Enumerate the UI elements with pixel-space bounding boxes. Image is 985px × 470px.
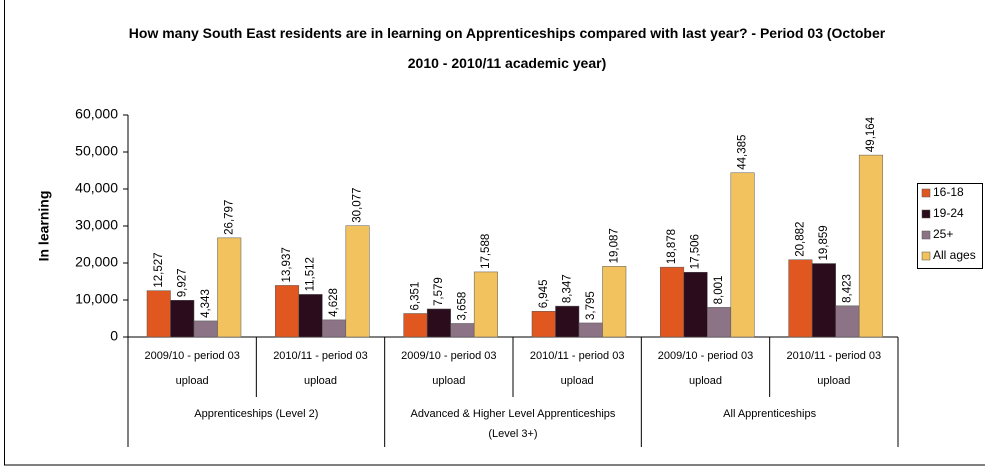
bar [217, 237, 242, 338]
y-tick-label: 40,000 [75, 180, 118, 196]
bar [531, 311, 556, 338]
legend-swatch [921, 251, 931, 261]
legend-swatch [921, 230, 931, 240]
bar [426, 308, 451, 338]
value-label: 6,945 [538, 280, 550, 309]
y-tick-label: 60,000 [75, 106, 118, 122]
bar [788, 259, 813, 338]
chart-title: How many South East residents are in lea… [128, 25, 886, 71]
bar [275, 285, 300, 338]
value-label: 30,077 [352, 188, 364, 223]
value-label: 3,795 [585, 291, 597, 320]
value-label: 20,882 [794, 222, 806, 257]
value-label: 12,527 [153, 252, 165, 287]
legend-label: 19-24 [933, 206, 964, 220]
bar [473, 271, 498, 338]
value-label: 13,937 [281, 247, 293, 282]
value-label: 8,347 [561, 274, 573, 303]
bar [858, 154, 883, 338]
x-tick-label: 2009/10 - period 03 upload [657, 350, 754, 387]
bar [450, 323, 475, 338]
y-axis-title: In learning [36, 191, 52, 262]
y-tick-label: 30,000 [75, 217, 118, 233]
value-label: 6,351 [409, 282, 421, 311]
value-label: 11,512 [305, 257, 317, 291]
y-tick-label: 20,000 [75, 254, 118, 270]
value-label: 26,797 [223, 200, 235, 235]
value-label: 4,343 [200, 289, 212, 318]
legend-swatch [921, 188, 931, 198]
value-label: 17,588 [480, 234, 492, 269]
bar [730, 172, 755, 338]
bar [578, 322, 603, 338]
x-tick-label: 2010/11 - period 03 upload [786, 350, 882, 387]
chart-frame [4, 0, 985, 466]
x-tick-label: 2010/11 - period 03 upload [529, 350, 625, 387]
y-tick-label: 50,000 [75, 143, 118, 159]
bar [811, 263, 836, 338]
value-label: 18,878 [666, 229, 678, 264]
bar [403, 313, 428, 338]
legend-label: 25+ [933, 227, 953, 241]
value-label: 17,506 [690, 234, 702, 269]
value-label: 4,628 [328, 288, 340, 317]
bar [555, 305, 580, 338]
bar [707, 307, 732, 338]
legend-label: All ages [933, 248, 976, 262]
bar [298, 294, 323, 338]
group-label: All Apprenticeships [723, 408, 817, 420]
bar [193, 320, 218, 338]
y-tick-label: 10,000 [75, 291, 118, 307]
bar [660, 266, 685, 338]
value-label: 19,859 [818, 225, 830, 260]
value-label: 49,164 [865, 116, 877, 152]
bar [345, 225, 370, 338]
group-label: Advanced & Higher Level Apprenticeships … [410, 408, 616, 440]
value-label: 8,001 [713, 276, 725, 305]
x-tick-label: 2009/10 - period 03 upload [401, 350, 497, 387]
bar [835, 305, 860, 338]
value-label: 9,927 [176, 268, 188, 297]
bar [146, 290, 171, 338]
bar [170, 300, 195, 338]
value-label: 3,658 [456, 292, 468, 321]
legend-swatch [921, 209, 931, 219]
x-tick-label: 2009/10 - period 03 upload [144, 350, 240, 387]
bar [683, 271, 708, 338]
value-label: 8,423 [841, 274, 853, 303]
x-tick-label: 2010/11 - period 03 upload [273, 350, 368, 387]
value-label: 44,385 [737, 135, 749, 170]
y-tick-label: 0 [110, 328, 118, 344]
value-label: 7,579 [433, 277, 445, 306]
bar [602, 266, 627, 338]
value-label: 19,087 [608, 228, 620, 263]
legend-label: 16-18 [933, 185, 964, 199]
bar [322, 319, 347, 338]
group-label: Apprenticeships (Level 2) [194, 408, 319, 420]
